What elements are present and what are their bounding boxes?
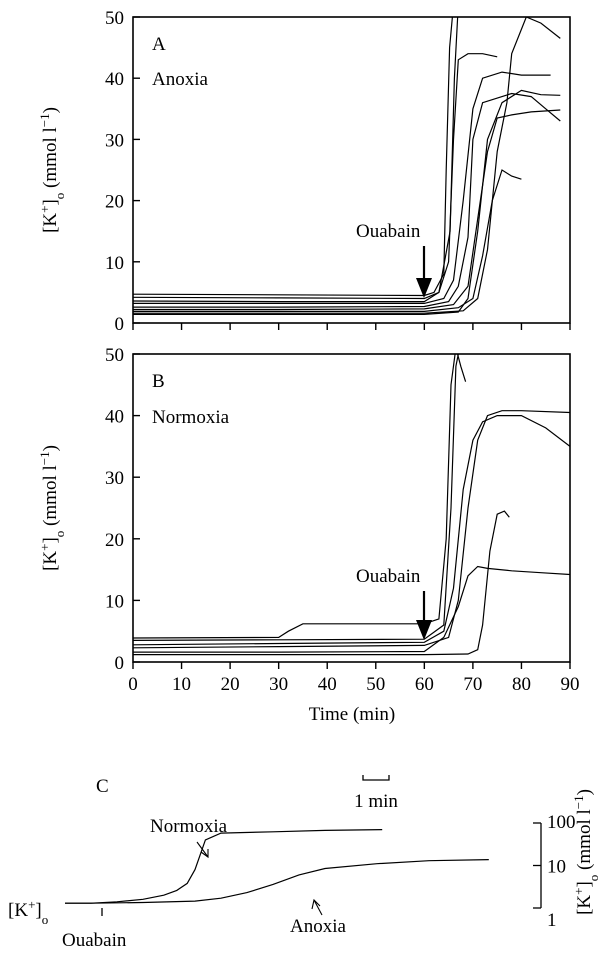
panel-a-ouabain-label: Ouabain (356, 221, 421, 242)
kplus-trace-normoxia (65, 829, 383, 904)
kplus-trace (133, 16, 454, 297)
x-tick-label: 70 (463, 674, 482, 695)
y-tick-label: 20 (105, 530, 124, 551)
y-tick-label: 0 (115, 314, 125, 335)
panel-b-frame (132, 353, 571, 663)
panel-a-y-axis-title: [K+]o (mmol l−1) (37, 107, 67, 233)
panel-a-y-axis: 0 10 20 30 40 50 (105, 8, 140, 335)
anoxia-label: Anoxia (290, 916, 347, 937)
kplus-trace (133, 510, 510, 656)
kplus-trace (133, 410, 570, 649)
panel-b-ouabain-label: Ouabain (356, 566, 421, 587)
y-tick-label: 40 (105, 407, 124, 428)
kplus-trace (133, 16, 459, 300)
panel-b-condition: Normoxia (152, 407, 230, 428)
time-scale-bar-label: 1 min (354, 791, 398, 812)
y-tick-label: 50 (105, 8, 124, 29)
panel-c-right-y-axis-title: [K+]o (mmol l−1) (571, 789, 601, 915)
kplus-trace (133, 415, 570, 646)
panel-a-traces (133, 16, 561, 315)
panel-a-condition: Anoxia (152, 69, 209, 90)
panel-a-x-axis (132, 323, 571, 330)
kplus-trace (133, 53, 498, 303)
time-scale-bar (362, 775, 390, 781)
scale-bar-label: 100 (547, 812, 576, 833)
y-tick-label: 0 (115, 653, 125, 674)
kplus-trace (133, 353, 460, 641)
panel-a: 0 10 20 30 40 50 A Anoxia Ouabain [K+]o (mmol… (37, 8, 571, 335)
panel-b-x-axis: 0 10 20 30 40 50 60 70 80 90 (128, 662, 580, 695)
panel-a-frame (132, 16, 571, 324)
panel-b: 0 10 20 30 40 50 0 10 20 30 40 50 60 70 80 90 B Normox… (37, 345, 580, 725)
panel-b-y-axis: 0 10 20 30 40 50 (105, 345, 140, 674)
kplus-trace (133, 565, 570, 653)
x-tick-label: 0 (128, 674, 138, 695)
panel-c-label: C (96, 776, 109, 797)
panel-c-traces (65, 829, 489, 904)
y-tick-label: 10 (105, 591, 124, 612)
panel-c-y-variable-label: [K+]o (8, 897, 48, 927)
kplus-trace (133, 109, 561, 311)
panel-c-ouabain-label: Ouabain (62, 930, 127, 951)
kplus-trace (133, 353, 467, 639)
panel-c: C 1 min Normoxia Anoxia Ouabain [K+]o 11… (8, 775, 601, 951)
panel-a-ouabain-arrow (416, 246, 432, 298)
scale-bar-label: 1 (547, 910, 557, 931)
y-tick-label: 30 (105, 468, 124, 489)
x-tick-label: 30 (269, 674, 288, 695)
anoxia-arrow (311, 898, 323, 916)
scale-bar-label: 10 (547, 857, 566, 878)
y-tick-label: 10 (105, 253, 124, 274)
x-tick-label: 10 (172, 674, 191, 695)
panel-b-ouabain-arrow (416, 591, 432, 640)
x-tick-label: 80 (512, 674, 531, 695)
y-tick-label: 40 (105, 69, 124, 90)
panel-b-label: B (152, 371, 165, 392)
concentration-scale-bar: 1 10 100 (533, 812, 576, 931)
kplus-trace-anoxia (65, 859, 489, 904)
kplus-trace (133, 16, 561, 314)
panel-a-label: A (152, 34, 166, 55)
x-tick-label: 90 (561, 674, 580, 695)
panel-b-traces (133, 353, 570, 656)
x-tick-label: 40 (318, 674, 337, 695)
x-tick-label: 60 (415, 674, 434, 695)
y-tick-label: 30 (105, 130, 124, 151)
kplus-trace (133, 89, 561, 315)
y-tick-label: 50 (105, 345, 124, 366)
normoxia-label: Normoxia (150, 816, 228, 837)
panel-b-y-axis-title: [K+]o (mmol l−1) (37, 445, 67, 571)
kplus-trace (133, 71, 551, 304)
y-tick-label: 20 (105, 192, 124, 213)
kplus-trace (133, 92, 561, 308)
x-tick-label: 20 (221, 674, 240, 695)
kplus-trace (133, 169, 522, 312)
panel-b-x-axis-title: Time (min) (309, 704, 395, 725)
x-tick-label: 50 (366, 674, 385, 695)
